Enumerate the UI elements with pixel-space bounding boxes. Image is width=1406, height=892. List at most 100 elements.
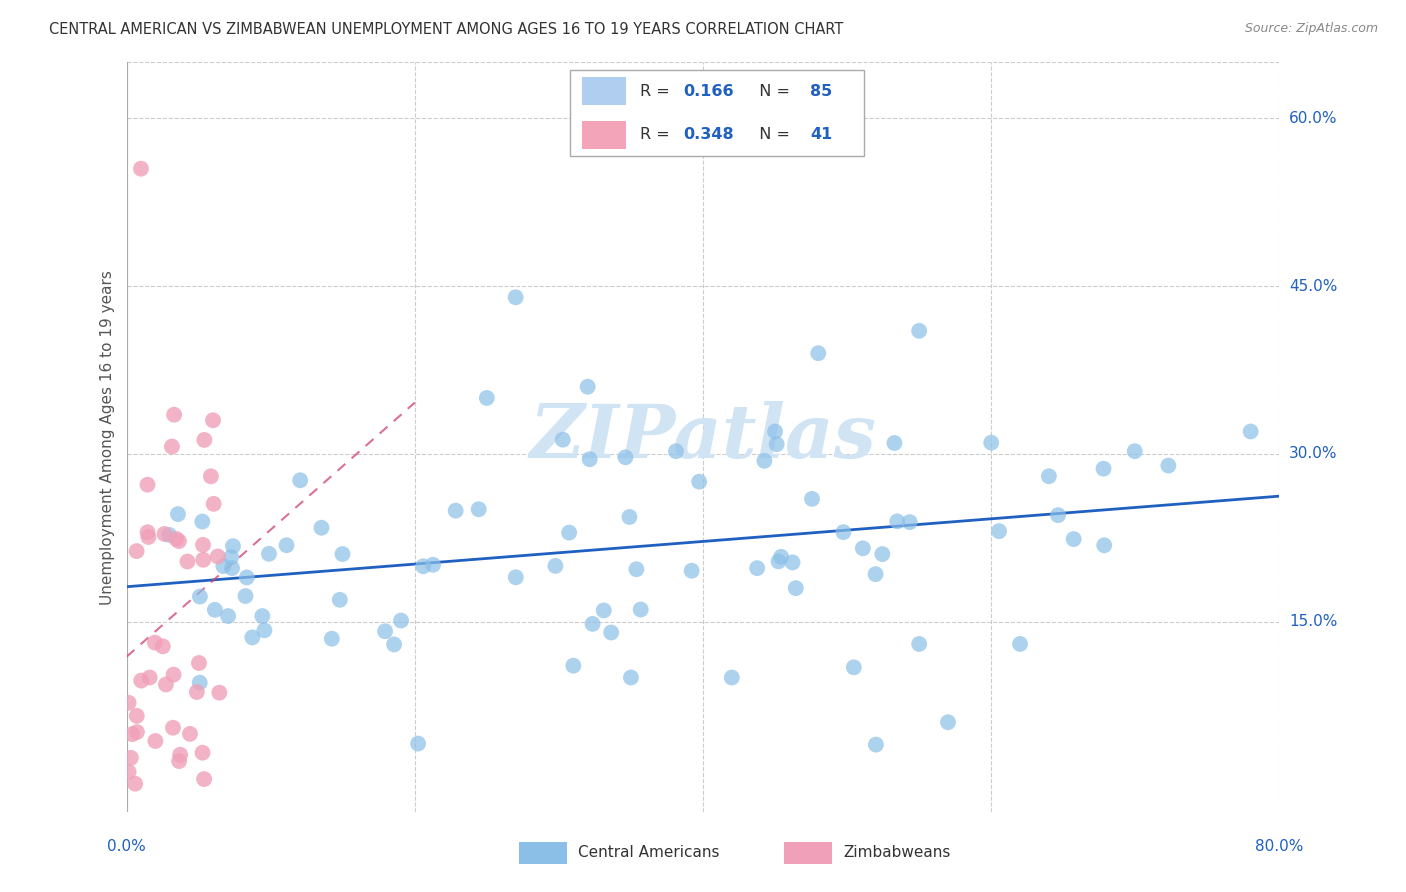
Point	[865, 567, 887, 582]
Point	[782, 556, 804, 570]
Point	[475, 391, 498, 405]
Point	[221, 561, 243, 575]
Point	[136, 477, 159, 491]
Point	[558, 525, 581, 540]
Point	[770, 549, 793, 564]
Point	[720, 671, 742, 685]
Point	[768, 554, 790, 568]
Point	[422, 558, 444, 572]
Point	[988, 524, 1011, 538]
Point	[908, 637, 931, 651]
Point	[121, 727, 143, 741]
Point	[193, 553, 215, 567]
Point	[191, 515, 214, 529]
Point	[222, 539, 245, 553]
Text: 85: 85	[810, 84, 832, 99]
Point	[202, 413, 225, 427]
Point	[125, 544, 148, 558]
Point	[754, 454, 776, 468]
Point	[193, 433, 215, 447]
Point	[124, 777, 146, 791]
Point	[807, 346, 830, 360]
Point	[167, 754, 190, 768]
Point	[412, 559, 434, 574]
Text: N =: N =	[749, 127, 796, 142]
Point	[1123, 444, 1146, 458]
Text: Zimbabweans: Zimbabweans	[844, 846, 950, 861]
Point	[207, 549, 229, 564]
Point	[212, 559, 235, 574]
Point	[188, 675, 211, 690]
Point	[444, 503, 467, 517]
Point	[200, 469, 222, 483]
Point	[162, 667, 184, 681]
Text: 45.0%: 45.0%	[1289, 278, 1337, 293]
Point	[208, 686, 231, 700]
Point	[188, 590, 211, 604]
Point	[162, 721, 184, 735]
Point	[374, 624, 396, 639]
Point	[562, 658, 585, 673]
Point	[163, 408, 186, 422]
Point	[311, 521, 333, 535]
Point	[120, 751, 142, 765]
Point	[153, 527, 176, 541]
Point	[117, 764, 139, 779]
Point	[1063, 532, 1085, 546]
Point	[665, 444, 688, 458]
FancyBboxPatch shape	[519, 842, 567, 864]
Point	[136, 525, 159, 540]
Text: CENTRAL AMERICAN VS ZIMBABWEAN UNEMPLOYMENT AMONG AGES 16 TO 19 YEARS CORRELATIO: CENTRAL AMERICAN VS ZIMBABWEAN UNEMPLOYM…	[49, 22, 844, 37]
Text: Central Americans: Central Americans	[578, 846, 720, 861]
Text: 60.0%: 60.0%	[1289, 111, 1337, 126]
Point	[125, 725, 148, 739]
Point	[832, 525, 855, 540]
Text: 0.348: 0.348	[683, 127, 734, 142]
Point	[240, 631, 263, 645]
Point	[908, 324, 931, 338]
Point	[217, 609, 239, 624]
Text: 0.166: 0.166	[683, 84, 734, 99]
Text: R =: R =	[640, 84, 675, 99]
Text: ZIPatlas: ZIPatlas	[530, 401, 876, 474]
Point	[1047, 508, 1070, 523]
Point	[276, 538, 298, 552]
Point	[883, 436, 905, 450]
Point	[763, 425, 786, 439]
Point	[288, 473, 311, 487]
Point	[1038, 469, 1060, 483]
Point	[169, 747, 191, 762]
Point	[852, 541, 875, 556]
Point	[544, 558, 567, 573]
Point	[865, 738, 887, 752]
Point	[765, 437, 787, 451]
Point	[898, 515, 921, 529]
Point	[1010, 637, 1032, 651]
Point	[160, 440, 183, 454]
Point	[600, 625, 623, 640]
Point	[1240, 425, 1263, 439]
Point	[186, 685, 208, 699]
Point	[332, 547, 354, 561]
Point	[467, 502, 489, 516]
Point	[578, 452, 600, 467]
Point	[688, 475, 710, 489]
Text: 15.0%: 15.0%	[1289, 614, 1337, 629]
Point	[630, 602, 652, 616]
Point	[581, 616, 603, 631]
Point	[886, 515, 908, 529]
Point	[551, 433, 574, 447]
Point	[406, 737, 429, 751]
FancyBboxPatch shape	[571, 70, 865, 156]
Point	[155, 677, 177, 691]
Point	[252, 609, 274, 624]
Point	[167, 534, 190, 549]
Point	[165, 532, 187, 546]
Point	[176, 555, 198, 569]
Point	[193, 772, 215, 786]
Point	[1092, 538, 1115, 552]
FancyBboxPatch shape	[783, 842, 832, 864]
FancyBboxPatch shape	[582, 120, 626, 149]
Point	[936, 715, 959, 730]
Point	[188, 656, 211, 670]
